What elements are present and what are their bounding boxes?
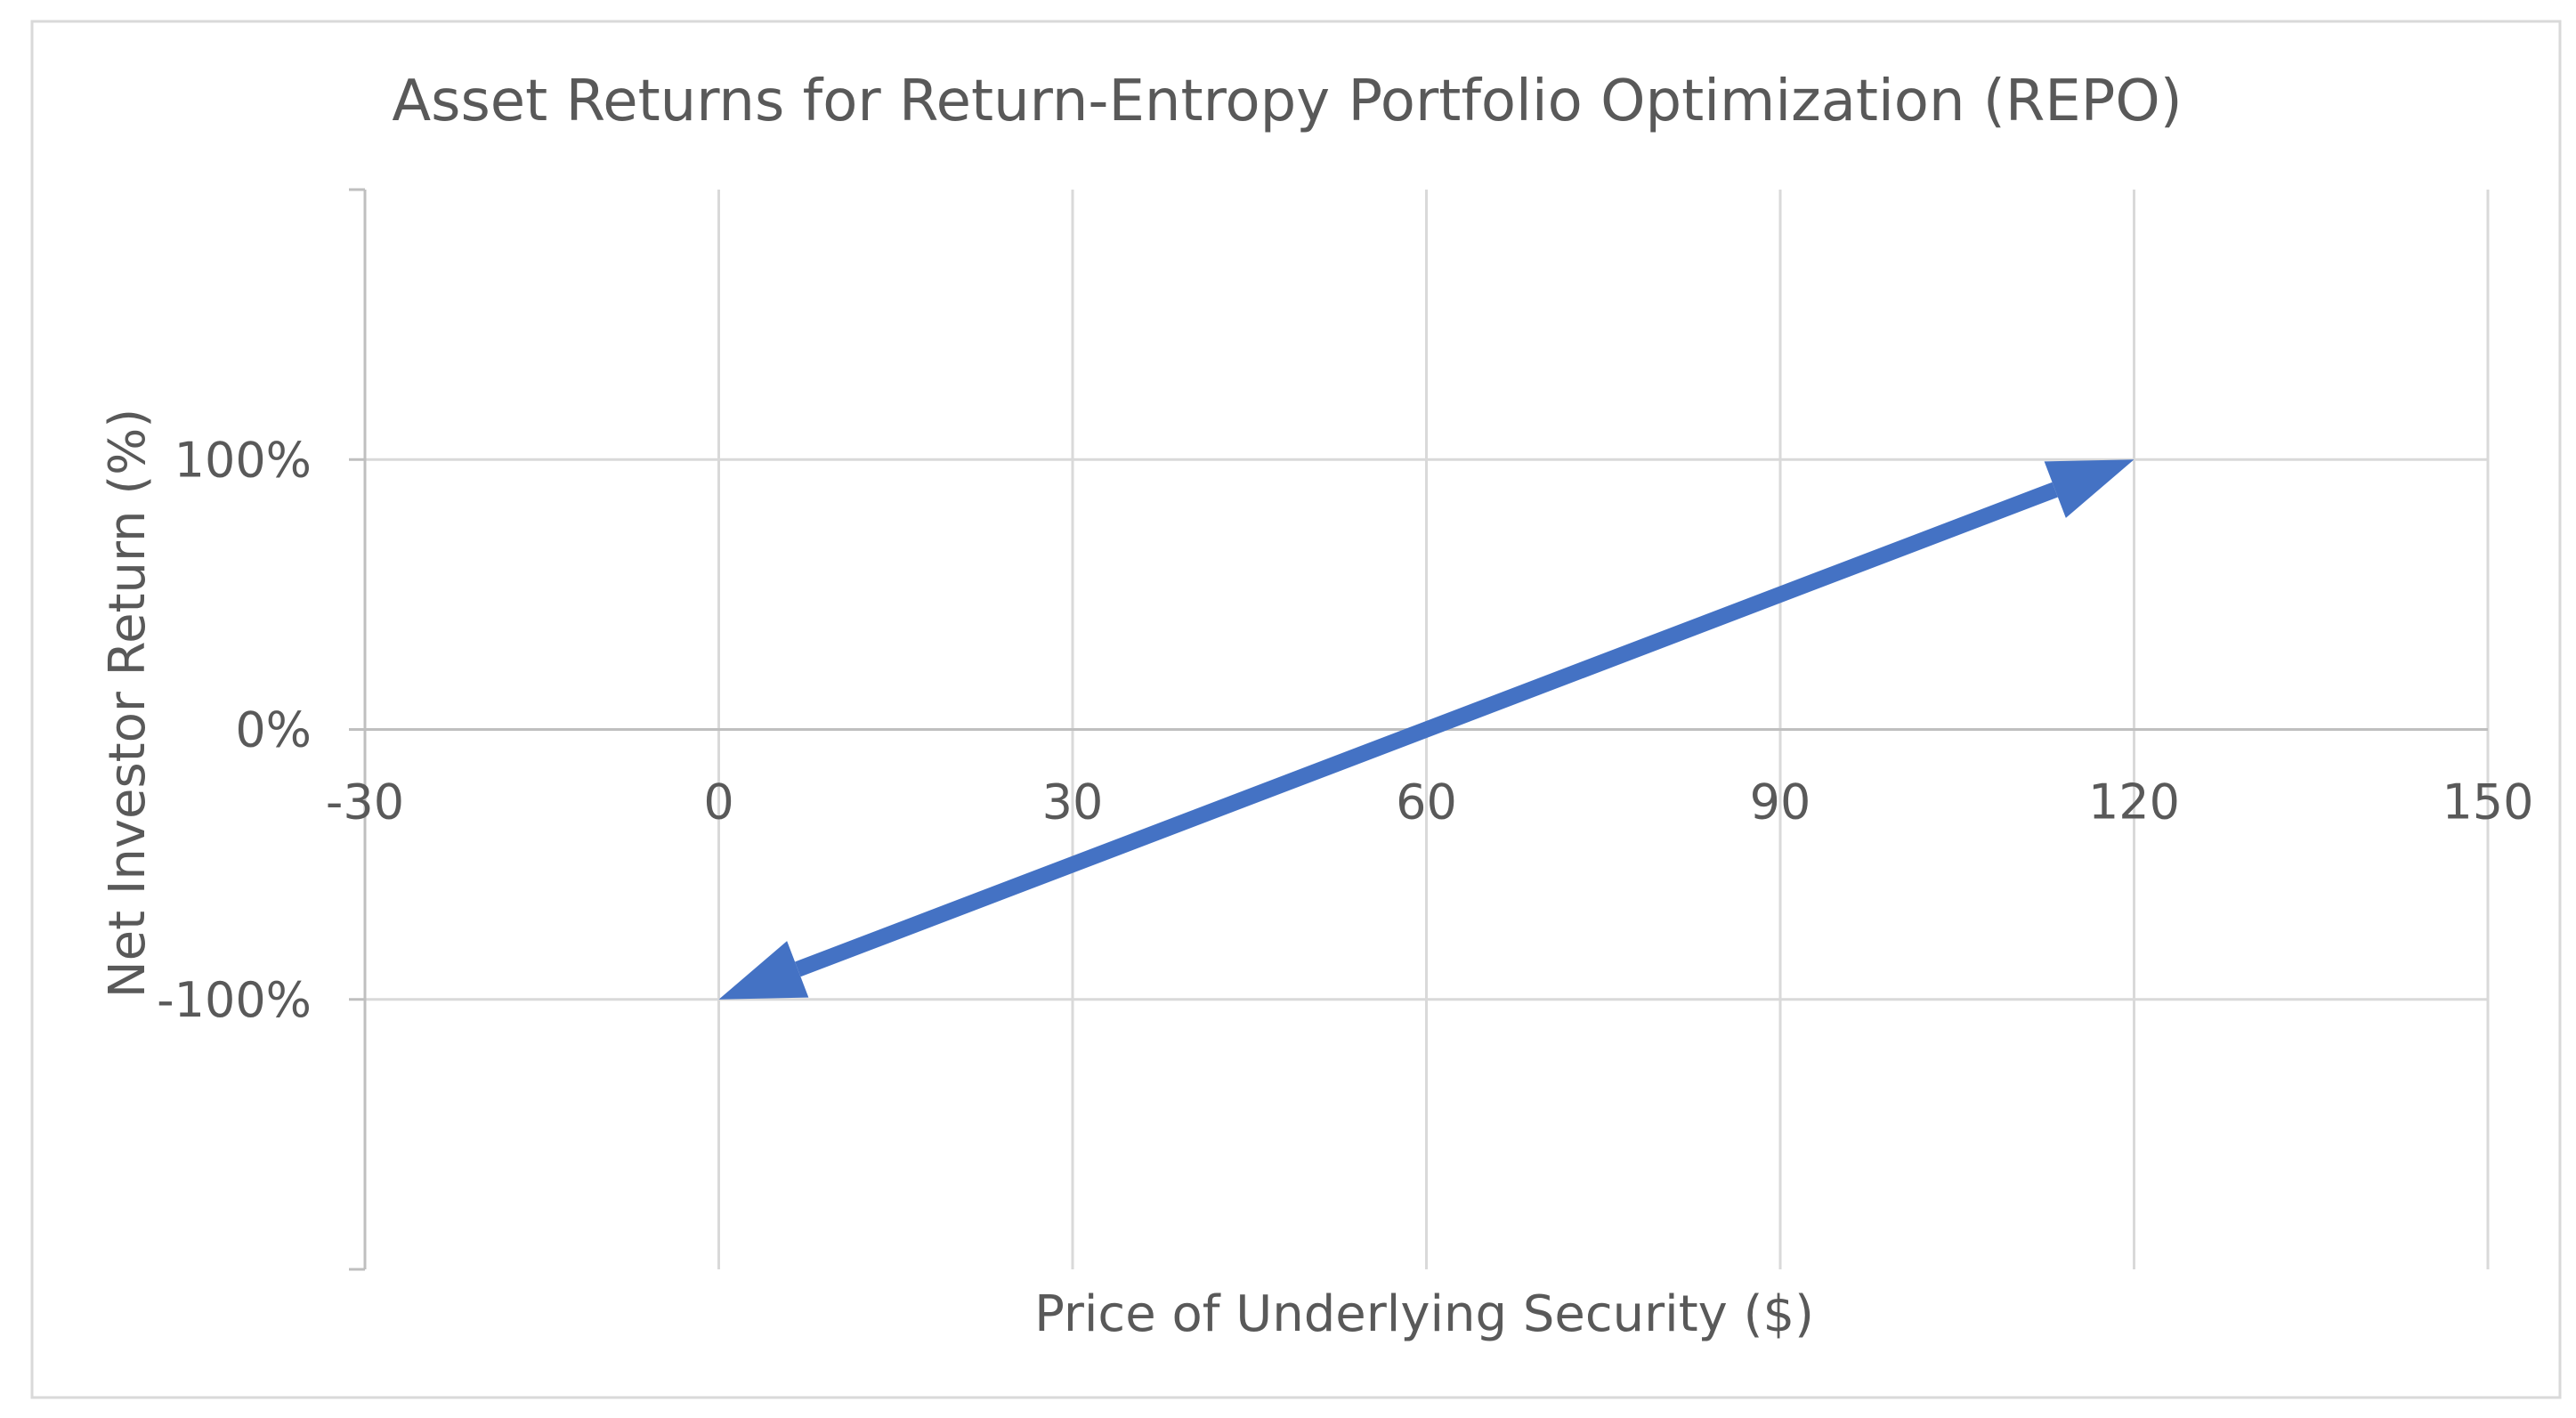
- arrowhead-start: [718, 941, 809, 1000]
- series-layer: [718, 459, 2135, 1000]
- y-axis-label: Net Investor Return (%): [99, 409, 157, 998]
- y-tick-label: 0%: [235, 702, 312, 758]
- y-tick-label: -100%: [157, 972, 312, 1028]
- x-tick-label: 90: [1750, 774, 1811, 831]
- x-tick-label: 0: [703, 774, 733, 831]
- chart-border: [30, 20, 2562, 1399]
- y-tick-label: 100%: [174, 432, 312, 488]
- x-tick-label: 120: [2088, 774, 2180, 831]
- tick-label-layer: -30 0 30 60 90 120 150 -100% 0% 100%: [157, 432, 2533, 1028]
- arrowhead-end: [2044, 459, 2135, 518]
- x-tick-label: -30: [326, 774, 404, 831]
- chart-title: Asset Returns for Return-Entropy Portfol…: [392, 69, 2182, 134]
- x-tick-label: 30: [1042, 774, 1104, 831]
- series-line: [795, 482, 2058, 977]
- x-axis-label: Price of Underlying Security ($): [1034, 1285, 1814, 1343]
- x-tick-label: 150: [2442, 774, 2533, 831]
- x-tick-label: 60: [1396, 774, 1457, 831]
